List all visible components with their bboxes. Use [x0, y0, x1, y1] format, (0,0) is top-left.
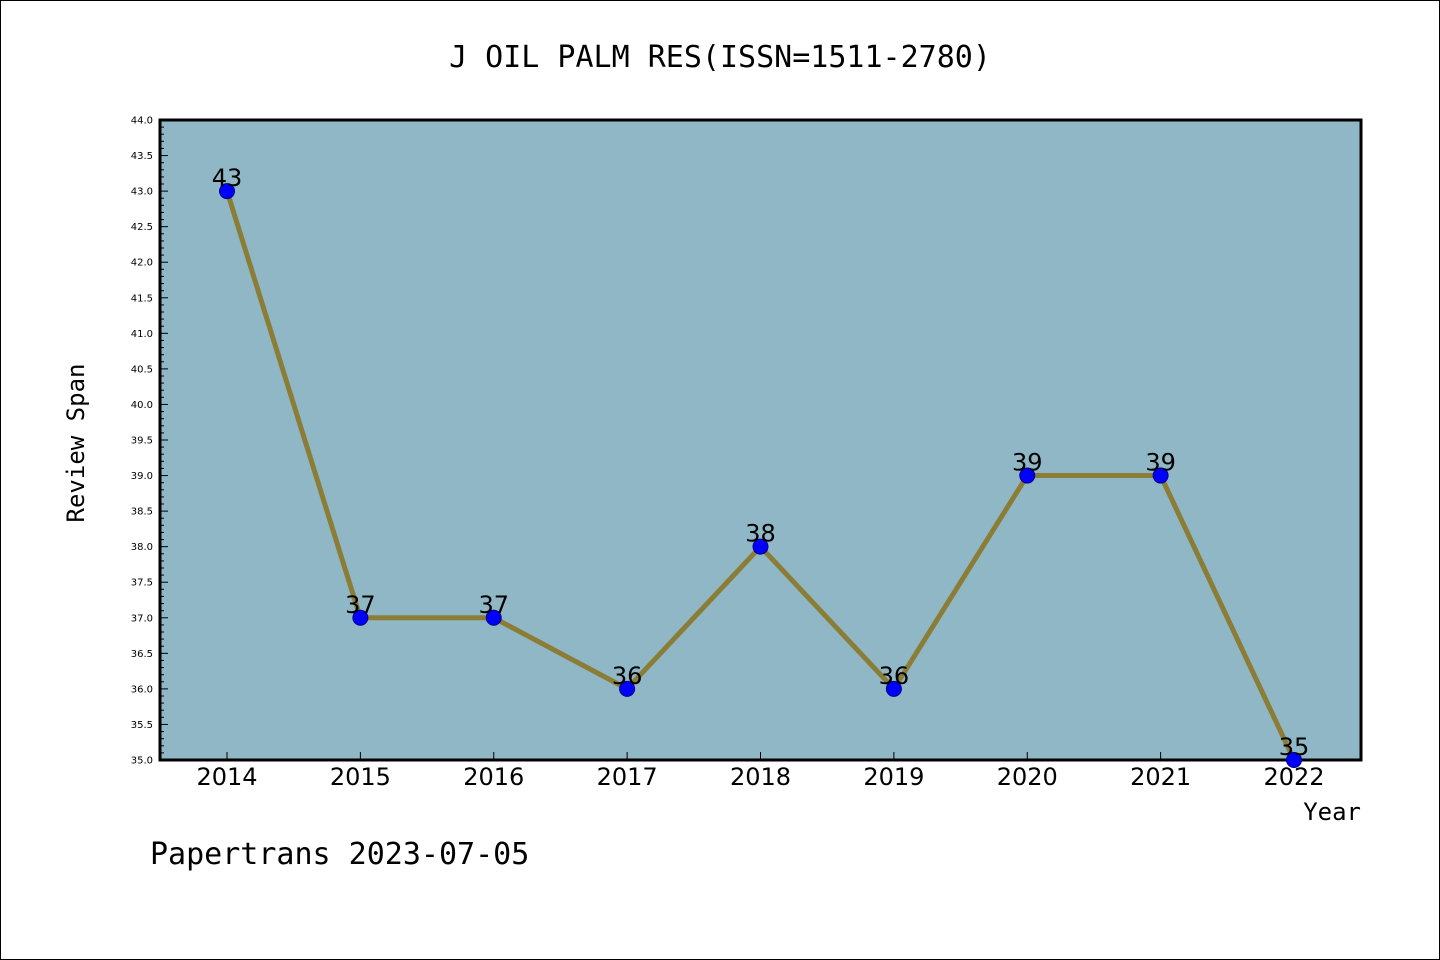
- y-tick-label: 44.0: [131, 116, 153, 127]
- x-tick-label: 2020: [997, 763, 1058, 791]
- series-layer: 43 37 37 36 38 36 39 39 35: [212, 164, 1310, 768]
- y-tick-label: 40.5: [131, 364, 153, 375]
- data-point-marker: [219, 183, 235, 200]
- x-tick-label: 2017: [597, 763, 658, 791]
- y-tick-label: 36.0: [131, 684, 153, 695]
- y-tick-label: 37.5: [131, 578, 153, 589]
- y-tick-label: 41.5: [131, 293, 153, 304]
- chart-title: J OIL PALM RES(ISSN=1511-2780): [449, 40, 991, 75]
- x-tick-label: 2015: [330, 763, 391, 791]
- data-point-marker: [485, 609, 502, 626]
- x-tick-label: 2019: [863, 763, 924, 791]
- data-label: 43: [212, 164, 243, 192]
- data-point-marker: [885, 680, 902, 697]
- x-tick-label: 2014: [196, 763, 257, 791]
- data-label: 39: [1145, 449, 1176, 477]
- y-tick-label: 42.0: [131, 258, 153, 269]
- y-tick-label: 42.5: [131, 222, 153, 233]
- y-axis: 35.0 35.5 36.0 36.5 37.0 37.5 38.0 38.5 39.0 39.5…: [131, 116, 168, 767]
- y-tick-label: 43.5: [131, 151, 153, 162]
- data-point-marker: [1286, 752, 1302, 768]
- x-tick-label: 2016: [463, 763, 524, 791]
- data-label: 38: [745, 520, 776, 548]
- y-tick-label: 35.0: [131, 756, 153, 767]
- y-tick-label: 39.5: [131, 436, 153, 447]
- y-tick-label: 37.0: [131, 613, 153, 624]
- x-axis-label: Year: [1303, 798, 1361, 826]
- data-point-marker: [1019, 467, 1036, 484]
- data-label: 36: [879, 662, 910, 690]
- data-point-marker: [352, 609, 369, 626]
- y-tick-label: 36.5: [131, 649, 153, 660]
- y-tick-label: 43.0: [131, 187, 153, 198]
- data-label: 37: [478, 591, 509, 619]
- data-point-marker: [619, 680, 636, 697]
- data-point-marker: [1152, 467, 1169, 484]
- plot-area: [158, 118, 1363, 762]
- x-tick-label: 2018: [730, 763, 791, 791]
- data-point-marker: [752, 538, 769, 555]
- data-label: 36: [612, 662, 643, 690]
- y-tick-label: 39.0: [131, 471, 153, 482]
- y-tick-label: 40.0: [131, 400, 153, 411]
- data-label: 37: [345, 591, 376, 619]
- data-label: 39: [1012, 449, 1043, 477]
- y-tick-label: 38.0: [131, 542, 153, 553]
- y-axis-label: Review Span: [62, 364, 90, 523]
- footer-watermark: Papertrans 2023-07-05: [150, 837, 529, 872]
- y-tick-label: 41.0: [131, 329, 153, 340]
- y-tick-label: 35.5: [131, 720, 153, 731]
- x-tick-label: 2021: [1130, 763, 1191, 791]
- x-axis: 2014 2015 2016 2017 2018 2019 2020 2021 2022: [196, 752, 1325, 791]
- y-tick-label: 38.5: [131, 507, 153, 518]
- data-label: 35: [1279, 733, 1310, 761]
